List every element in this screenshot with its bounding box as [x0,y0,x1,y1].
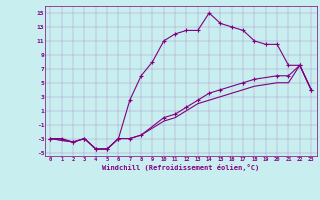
X-axis label: Windchill (Refroidissement éolien,°C): Windchill (Refroidissement éolien,°C) [102,164,260,171]
